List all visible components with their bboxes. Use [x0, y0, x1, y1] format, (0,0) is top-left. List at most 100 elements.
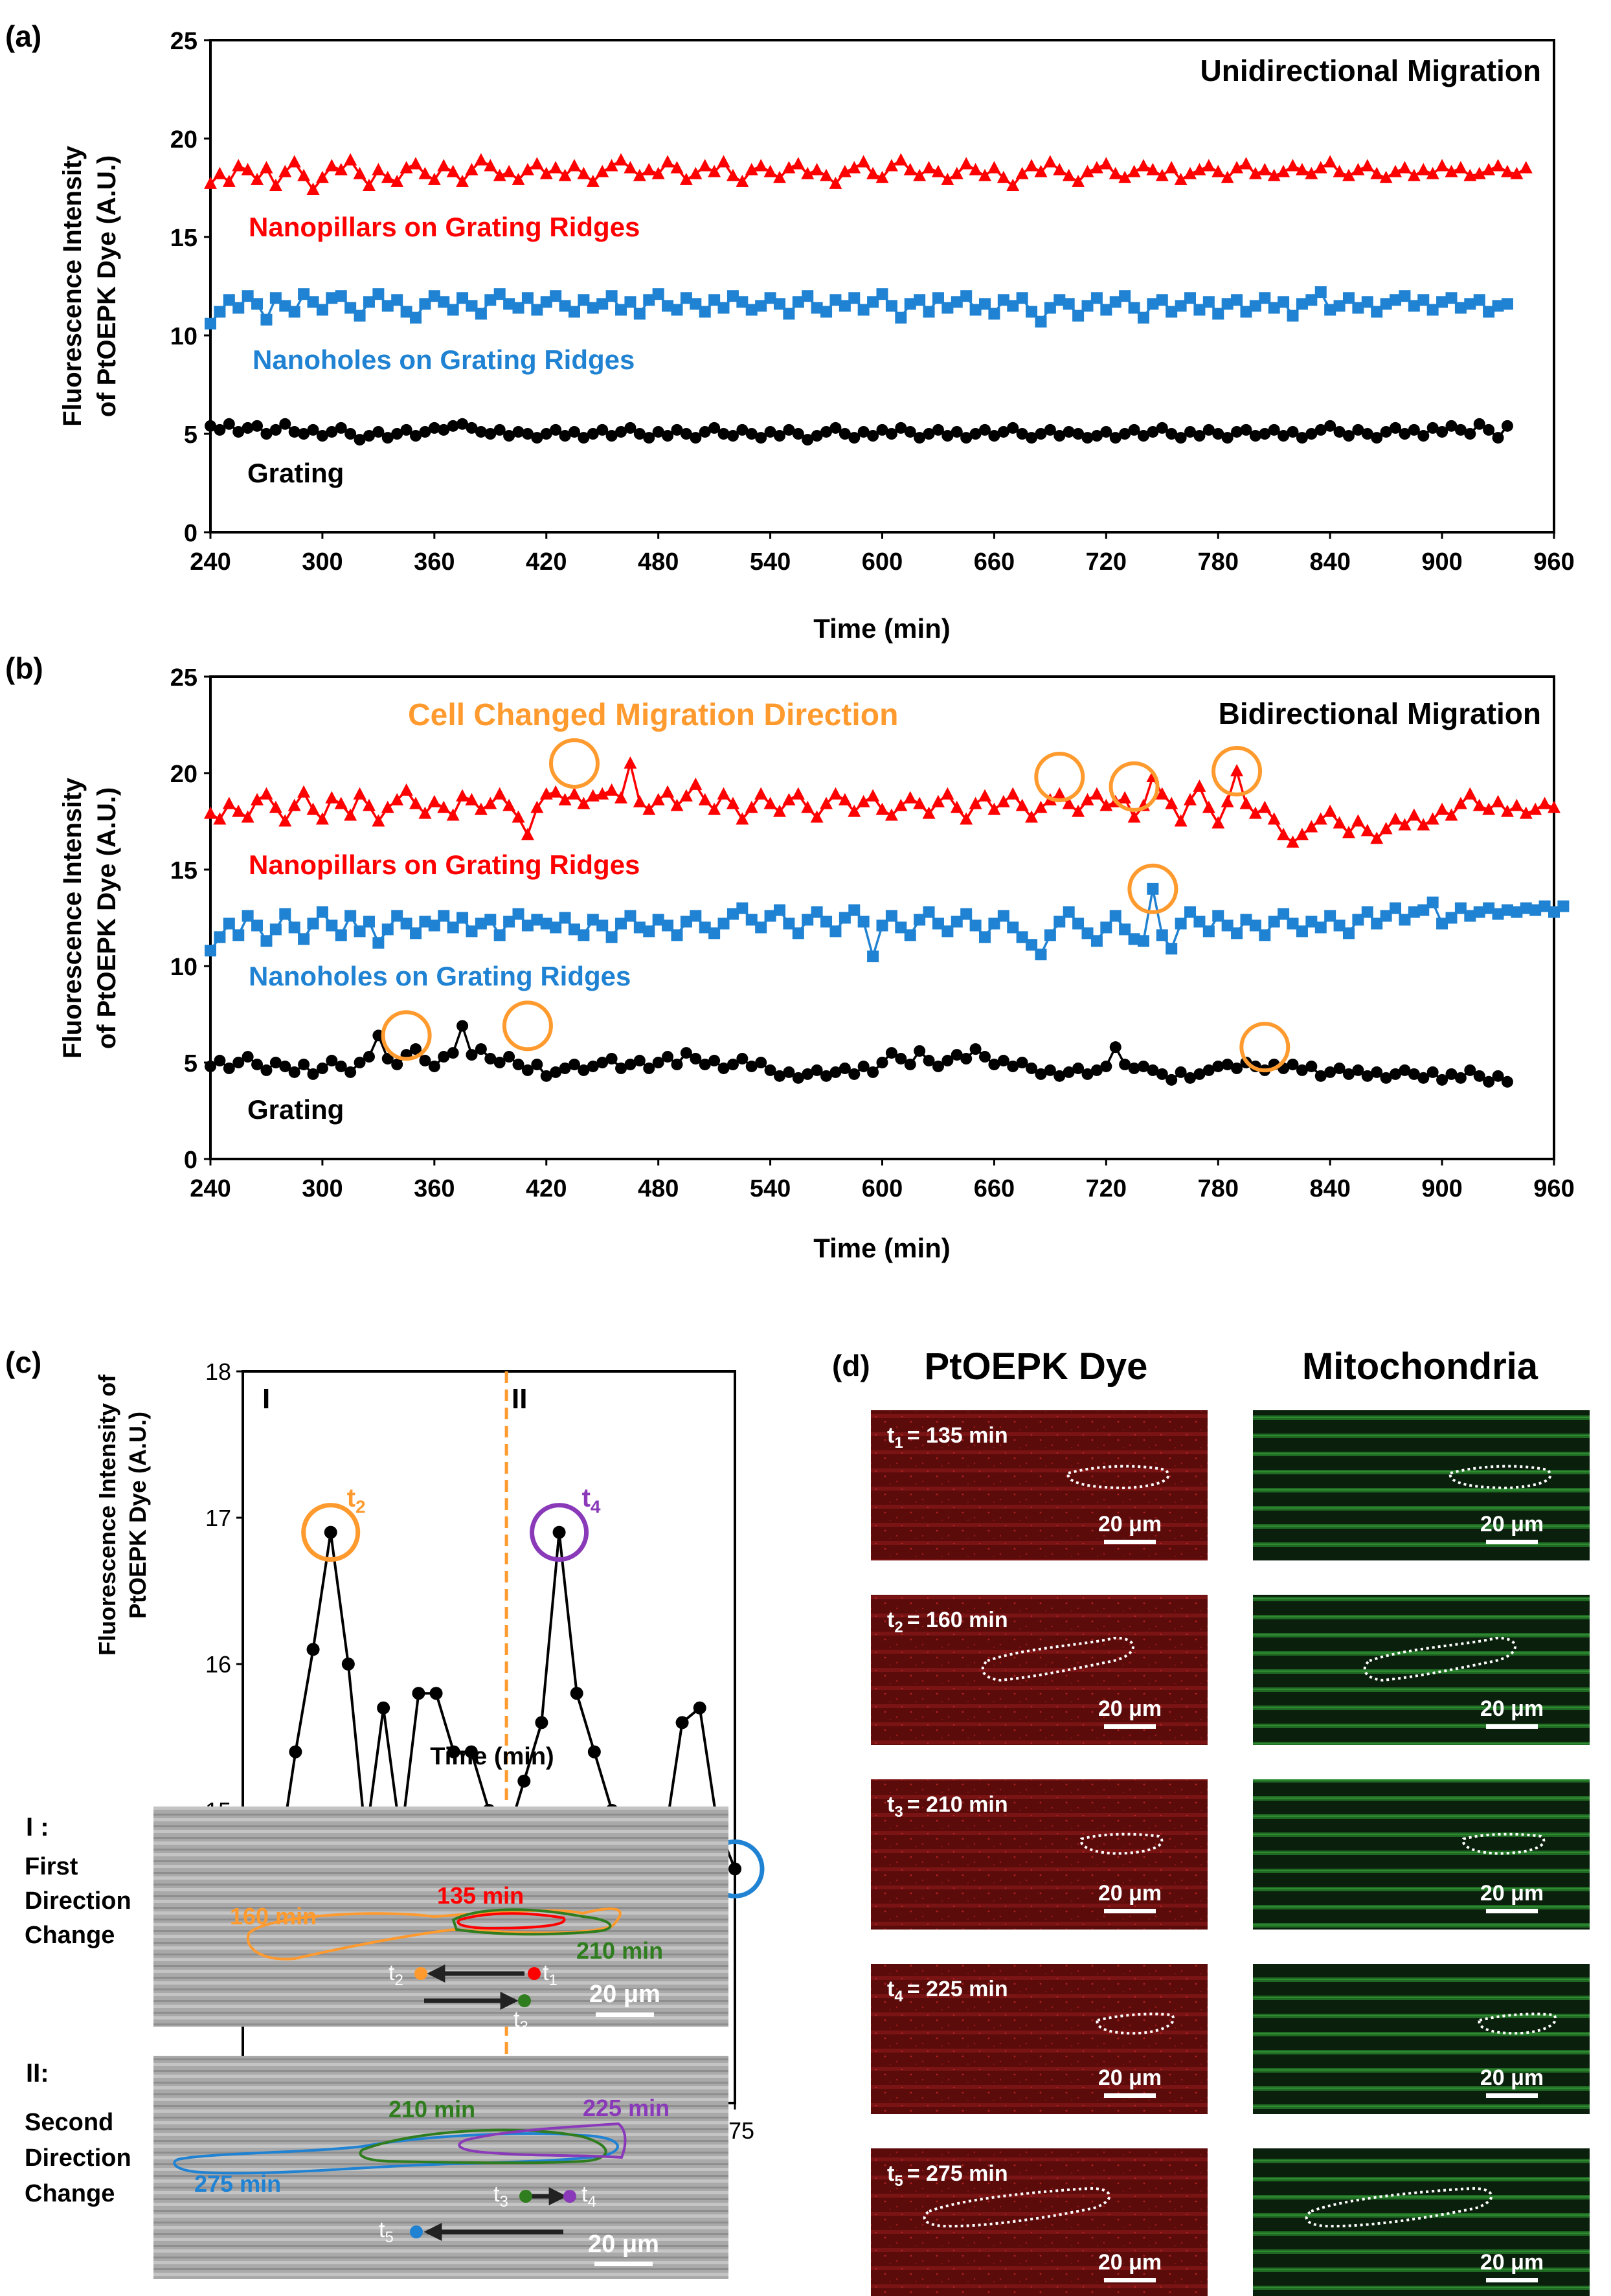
cell-outline [923, 2187, 1111, 2228]
data-point [1072, 804, 1085, 817]
data-point [661, 785, 675, 798]
data-point [1044, 929, 1056, 941]
y-axis-label-line2: of PtOEPK Dye (A.U.) [93, 155, 121, 417]
data-point [1147, 883, 1159, 895]
data-point [736, 296, 749, 308]
data-point [437, 159, 451, 172]
data-point [624, 422, 637, 434]
label-t3-time: 210 min [389, 2096, 475, 2122]
data-point [1090, 935, 1103, 947]
data-point [335, 290, 347, 302]
data-point [447, 1745, 460, 1759]
data-point [596, 423, 609, 436]
data-point [596, 919, 609, 932]
data-point [409, 157, 423, 170]
direction-change-circle [1211, 746, 1263, 797]
data-point [1351, 163, 1365, 175]
data-point [1333, 425, 1346, 438]
data-point [811, 1064, 823, 1076]
data-point [624, 1058, 637, 1070]
data-point [1109, 1041, 1121, 1053]
data-point [969, 1043, 982, 1055]
scale-bar [1486, 1724, 1538, 1729]
column-header-mitochondria: Mitochondria [1302, 1345, 1538, 1388]
data-point [549, 785, 563, 798]
data-point [848, 161, 861, 174]
dot-t1 [528, 1967, 541, 1980]
scale-bar-label: 20 μm [1098, 1696, 1162, 1721]
dot-t4 [563, 2190, 576, 2203]
data-point [708, 802, 721, 815]
data-point [1240, 914, 1252, 926]
data-point [232, 425, 245, 438]
data-point [1184, 292, 1197, 304]
data-point [223, 294, 235, 306]
data-point [633, 1055, 646, 1067]
data-point [1268, 302, 1280, 314]
data-point [214, 306, 226, 318]
data-point [633, 308, 646, 320]
x-tick-label: 900 [1421, 548, 1462, 576]
direction-change-circle [548, 738, 600, 789]
region-label-1: I [262, 1383, 270, 1415]
data-point [381, 170, 394, 183]
label-t4-time: 225 min [583, 2095, 670, 2121]
data-point [334, 163, 348, 175]
data-point [344, 1066, 357, 1078]
scale-bar [1486, 2093, 1538, 2098]
data-point [1370, 831, 1384, 844]
data-point [325, 159, 339, 172]
data-point [895, 422, 907, 434]
data-point [615, 425, 627, 438]
data-point [1100, 921, 1112, 934]
data-point [1044, 302, 1056, 314]
data-point [1166, 306, 1178, 318]
data-point [1184, 166, 1197, 179]
scale-bar-label: 20 μm [1098, 1881, 1162, 1906]
data-point [1015, 798, 1029, 811]
y-tick-label: 25 [170, 664, 197, 692]
data-point [1305, 294, 1318, 306]
data-point [1352, 914, 1364, 926]
data-point [950, 800, 963, 813]
x-tick-label: 540 [750, 1175, 791, 1202]
data-point [456, 1020, 469, 1032]
data-point [680, 1047, 692, 1059]
data-point [372, 288, 385, 300]
data-point [978, 789, 992, 802]
ptoepk-image [871, 1964, 1208, 2114]
data-point [1231, 927, 1243, 940]
data-point [279, 300, 291, 312]
data-point [1295, 827, 1309, 840]
data-point [1230, 161, 1244, 174]
data-point [876, 288, 888, 300]
data-point [811, 302, 823, 314]
data-point [578, 1064, 590, 1076]
micrograph-rows: t1 = 135 min 20 μm 20 μm t2 = 160 min 20 μm 20 … [871, 1410, 1590, 2296]
data-point [269, 292, 282, 304]
data-point [1519, 806, 1533, 819]
series-label-nanoholes: Nanoholes on Grating Ridges [249, 961, 631, 991]
data-point [736, 423, 749, 436]
data-point [857, 1060, 870, 1072]
data-point [1118, 791, 1132, 804]
data-point [675, 1716, 689, 1729]
data-point [1259, 929, 1271, 941]
data-point [288, 1066, 300, 1078]
x-axis-label: Time (min) [813, 613, 951, 644]
data-point [521, 827, 534, 840]
x-tick-label: 420 [526, 548, 567, 576]
data-point [745, 304, 758, 316]
data-point [782, 793, 796, 805]
data-point [979, 1051, 991, 1063]
data-point [690, 432, 702, 444]
data-point [914, 1045, 926, 1057]
x-tick-label: 300 [302, 548, 343, 576]
data-point [269, 178, 282, 191]
data-point [344, 302, 357, 314]
data-point [1287, 917, 1299, 930]
scale-bar [1104, 1909, 1156, 1913]
data-point [466, 422, 478, 434]
data-point [829, 787, 842, 800]
data-point [1287, 425, 1299, 438]
